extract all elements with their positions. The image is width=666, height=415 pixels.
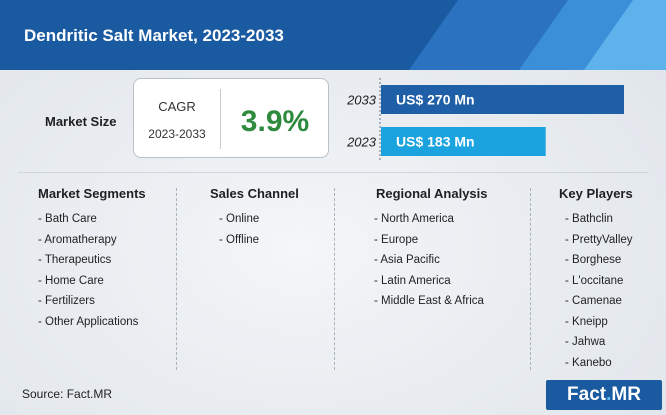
chart-category-label: 2033 [346,93,377,108]
source-note: Source: Fact.MR [22,387,113,401]
factmr-logo: Fact. MR [546,380,662,410]
list-item: - Home Care [38,274,104,287]
list-item: - Asia Pacific [374,254,440,266]
list-item: - Offline [219,233,260,246]
list-item: - L'occitane [565,274,624,287]
list-item: - Fertilizers [38,295,95,307]
chart-value-label: US$ 183 Mn [396,134,475,150]
list-item: - Middle East & Africa [374,295,484,307]
page-title: Dendritic Salt Market, 2023-2033 [24,26,284,45]
logo-text: Fact [567,384,607,405]
cagr-value: 3.9% [240,105,310,138]
list-item: - Bathclin [565,213,613,225]
logo-suffix: MR [611,384,641,405]
sales-channel-column: Sales Channel - Online - Offline [210,186,340,372]
column-divider [530,188,531,370]
list-item: - Jahwa [565,336,606,348]
list-item: - Other Applications [38,315,139,328]
market-size-label: Market Size [45,114,117,129]
market-segments-column: Market Segments - Bath Care - Aromathera… [38,186,178,372]
list-item: - Camenae [565,295,622,307]
list-item: - Kanebo [565,356,612,369]
column-divider [176,188,177,370]
market-size-bar-chart: 2033 US$ 270 Mn 2023 US$ 183 Mn [346,78,624,162]
cagr-period: 2023-2033 [148,127,206,141]
cagr-box: CAGR 2023-2033 3.9% [133,78,329,158]
list-item: - Europe [374,233,419,246]
logo-dot: . [606,384,612,405]
regional-analysis-list: - North America - Europe - Asia Pacific … [374,209,524,312]
list-item: - Bath Care [38,213,97,225]
market-segments-heading: Market Segments [38,186,146,201]
key-players-heading: Key Players [559,186,633,201]
regional-analysis-column: Regional Analysis - North America - Euro… [374,186,524,372]
list-item: - PrettyValley [565,233,633,246]
cagr-label: CAGR [158,99,196,114]
list-item: - Aromatherapy [38,233,117,246]
list-item: - Kneipp [565,315,608,328]
cagr-divider [220,89,221,149]
market-size-chart: 2033 US$ 270 Mn 2023 US$ 183 Mn [340,76,660,166]
sales-channel-heading: Sales Channel [210,186,299,201]
list-item: - North America [374,213,454,225]
list-item: - Online [219,213,260,225]
chart-category-label: 2023 [346,135,377,150]
list-item: - Borghese [565,254,622,266]
sales-channel-list: - Online - Offline [210,209,340,250]
summary-panel: Market Size CAGR 2023-2033 3.9% [0,72,666,168]
chart-bar-2023 [381,127,546,156]
key-players-list: - Bathclin - PrettyValley - Borghese - L… [562,209,662,373]
chart-value-label: US$ 270 Mn [396,92,475,108]
list-item: - Latin America [374,274,451,287]
chart-bar-2033 [381,85,624,114]
column-divider [334,188,335,370]
segments-section: Market Segments - Bath Care - Aromathera… [0,186,666,376]
market-segments-list: - Bath Care - Aromatherapy - Therapeutic… [38,209,178,332]
regional-analysis-heading: Regional Analysis [376,186,488,201]
section-divider [18,172,648,173]
key-players-column: Key Players - Bathclin - PrettyValley - … [559,186,662,373]
header-banner: Dendritic Salt Market, 2023-2033 [0,0,666,70]
list-item: - Therapeutics [38,254,112,266]
